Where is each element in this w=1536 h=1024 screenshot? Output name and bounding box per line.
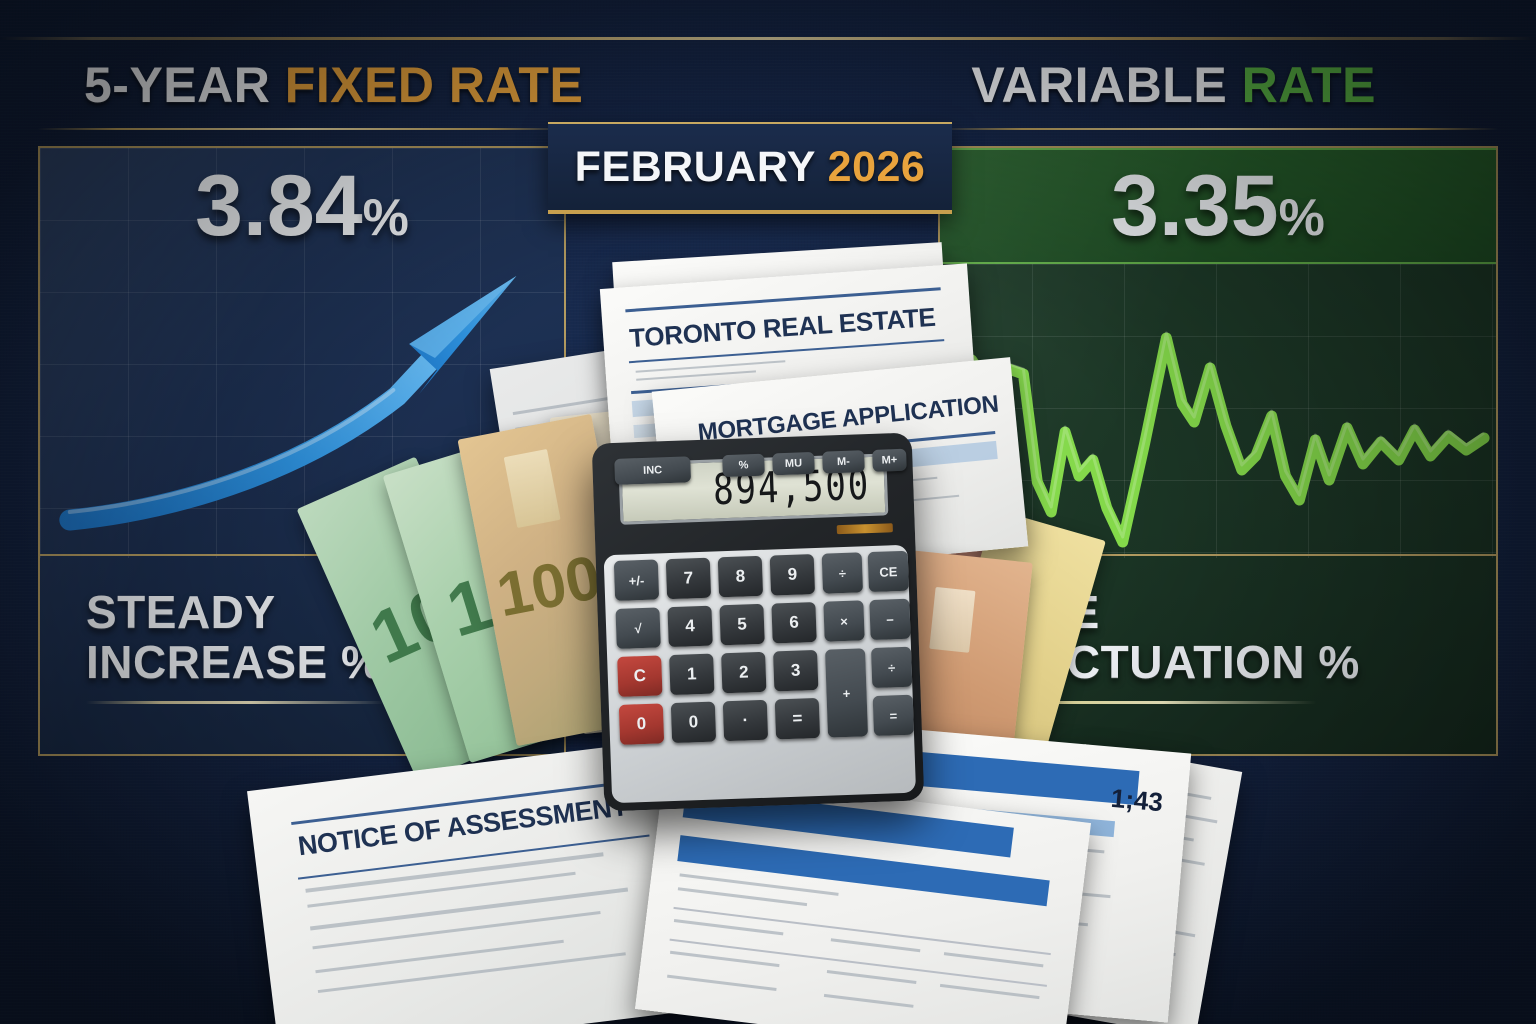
fixed-rate-value: 3.84% [195,163,409,249]
left-header: 5-YEAR FIXED RATE [84,56,583,114]
calculator-keypad[interactable]: INC % MU M- M+ +/- 7 8 9 ÷ CE √ 4 5 6 × … [603,448,917,804]
calc-key-decimal[interactable]: · [722,699,769,742]
form-blue-band [907,751,1140,806]
calc-key-plus[interactable]: + [825,648,869,738]
statement-text-line [669,950,780,968]
right-header-accent: RATE [1241,57,1376,113]
statement-text-line [939,983,1040,1000]
calc-key-sign[interactable]: +/- [613,559,660,601]
calc-key-divide-2[interactable]: ÷ [870,646,913,689]
calc-key-zero-red[interactable]: 0 [618,703,665,745]
fixed-rate-caption-underline [86,701,386,705]
calc-key-4[interactable]: 4 [667,605,713,648]
right-header-rule [938,128,1498,130]
variable-rate-chart [940,331,1490,548]
calc-key-mu[interactable]: MU [772,451,815,476]
calc-key-1[interactable]: 1 [669,653,715,696]
calc-key-m-minus[interactable]: M- [822,450,865,474]
calc-key-7[interactable]: 7 [665,557,712,600]
calc-key-equals[interactable]: = [774,697,821,740]
variable-rate-number: 3.35 [1111,158,1279,254]
variable-rate-caption-symbol: % [1318,635,1360,688]
variable-rate-value: 3.35% [1111,163,1325,249]
toronto-real-estate-title: TORONTO REAL ESTATE [628,301,937,354]
calc-key-percent[interactable]: % [722,453,765,478]
statement-text-line [826,970,917,984]
statement-text-line [667,974,777,991]
calc-key-divide[interactable]: ÷ [821,552,864,594]
calc-key-m-plus[interactable]: M+ [872,448,907,472]
doc-text-line [315,939,564,974]
fixed-rate-value-band: 3.84% [40,148,564,264]
date-badge-month: FEBRUARY [574,142,816,191]
calc-key-8[interactable]: 8 [717,555,764,598]
calc-key-sqrt[interactable]: √ [615,607,661,649]
calc-key-9[interactable]: 9 [769,554,816,596]
calc-key-multiply[interactable]: × [823,600,865,642]
left-header-rule [38,128,568,130]
left-header-prefix: 5-YEAR [84,57,271,113]
fixed-rate-percent-sign: % [362,189,409,247]
calc-key-ce[interactable]: CE [867,550,909,593]
form-number: 1;43 [1109,782,1165,818]
calc-key-0[interactable]: 0 [670,701,717,744]
doc-text-line [317,952,626,994]
calc-key-5[interactable]: 5 [719,603,765,646]
fixed-rate-number: 3.84 [195,158,363,254]
right-header: VARIABLE RATE [971,56,1376,114]
date-badge-text: FEBRUARY 2026 [575,143,926,192]
doc-text-line [312,911,601,950]
calc-key-equals-2[interactable]: = [872,694,915,737]
statement-text-line [823,993,914,1008]
fixed-rate-caption-line1: STEADY [86,586,276,638]
solar-cell [836,523,893,535]
doc-text-line [635,360,786,373]
variable-rate-caption-underline [976,701,1316,705]
banknote-vignette [503,448,561,529]
doc-text-line [309,887,629,931]
top-gold-rule [0,37,1536,40]
statement-text-line [677,887,808,907]
right-header-prefix: VARIABLE [971,57,1228,113]
variable-rate-percent-sign: % [1278,189,1325,247]
calculator[interactable]: 894,500 INC % MU M- M+ +/- 7 8 9 ÷ CE √ … [591,432,925,812]
doc-text-line [636,370,757,381]
date-badge: FEBRUARY 2026 [548,122,952,214]
date-badge-year: 2026 [827,142,926,191]
statement-text-line [673,919,784,936]
fixed-rate-caption-word: INCREASE [86,635,328,688]
calc-key-clear[interactable]: C [617,655,663,697]
left-header-accent: FIXED RATE [284,57,584,113]
variable-rate-value-band: 3.35% [940,148,1496,264]
calc-key-3[interactable]: 3 [773,649,819,692]
calc-key-2[interactable]: 2 [721,651,767,694]
banknote-vignette [929,586,976,653]
calc-key-minus[interactable]: − [869,598,911,641]
statement-text-line [943,952,1044,968]
statement-text-line [830,938,921,953]
fixed-rate-chart [59,276,517,531]
banknote-denomination: 100 [491,542,607,631]
calc-key-6[interactable]: 6 [771,601,817,644]
calc-key-inc[interactable]: INC [614,456,692,485]
